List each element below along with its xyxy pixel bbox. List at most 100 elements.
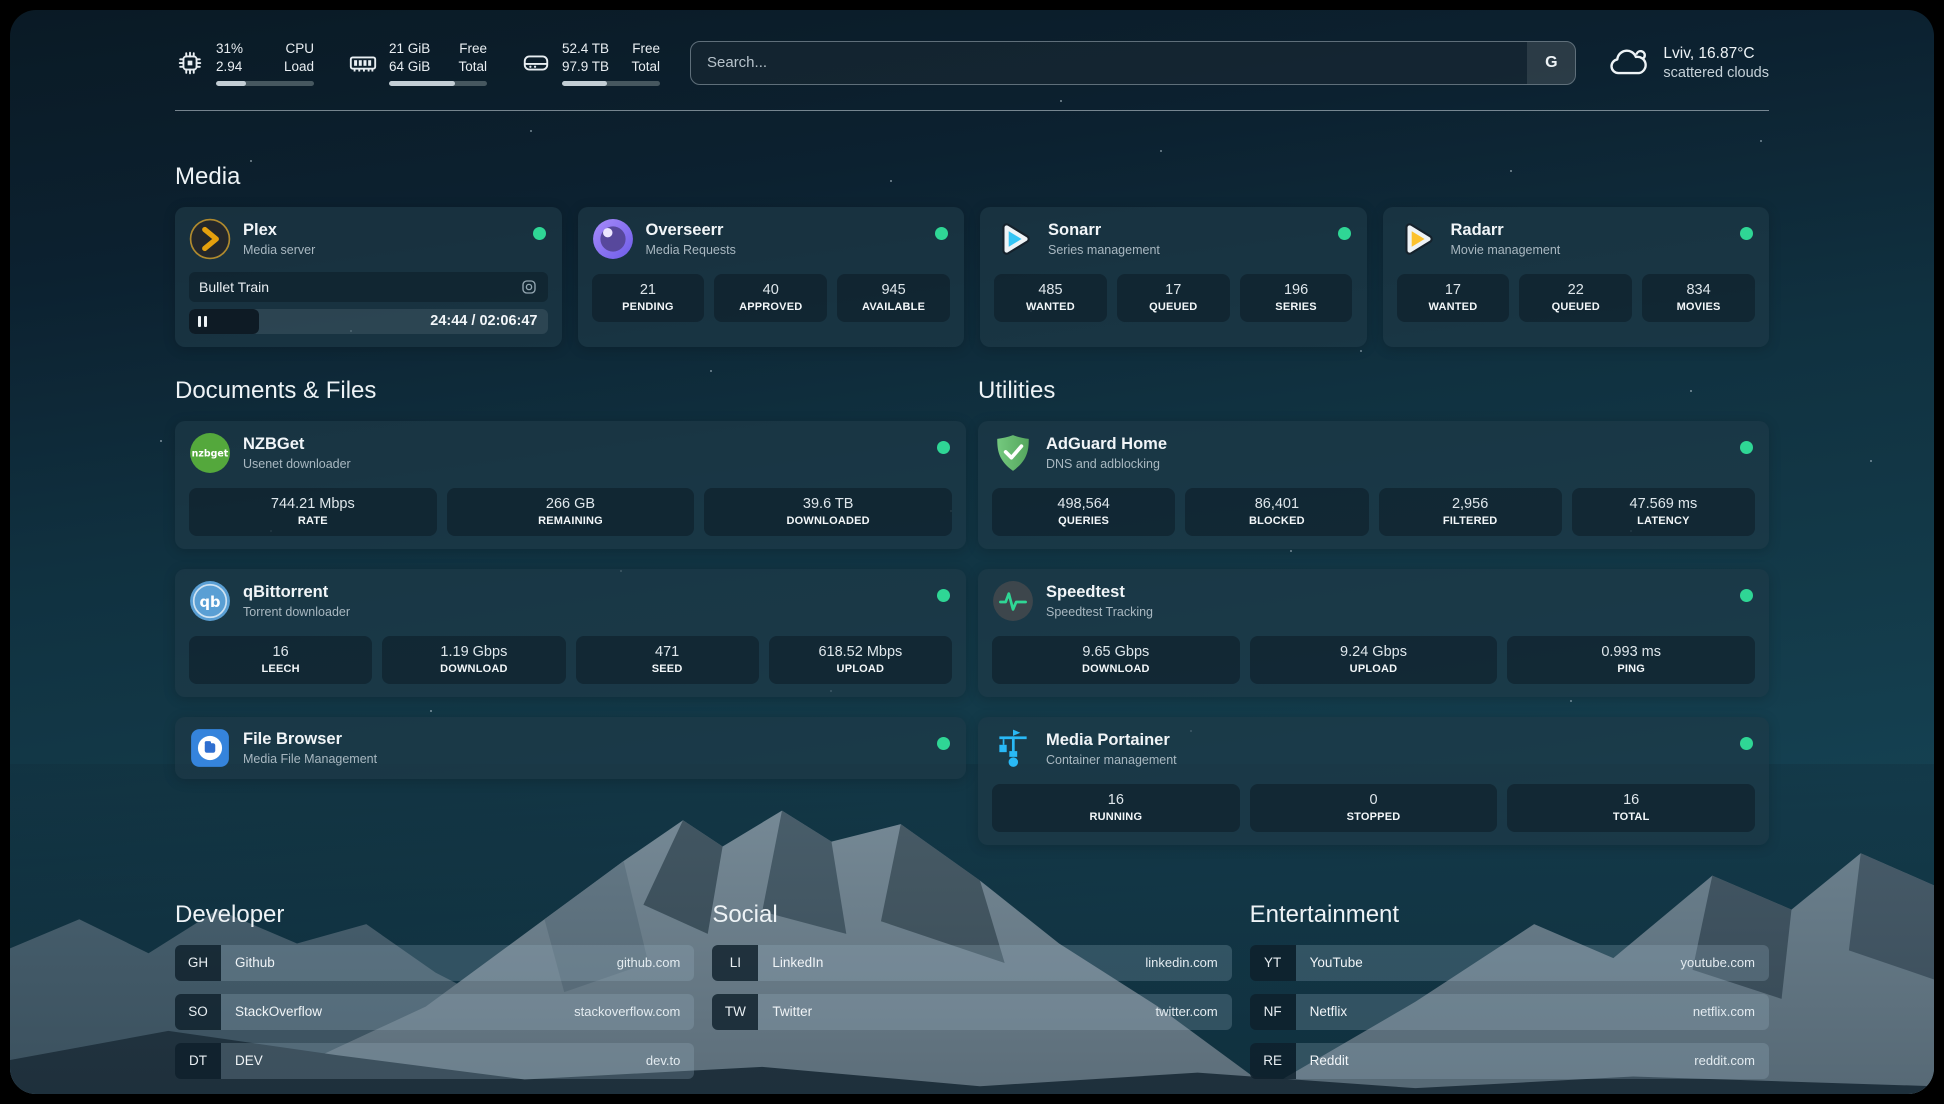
stat-block: 498,564 QUERIES — [992, 487, 1176, 536]
stat-block: 17 WANTED — [1396, 273, 1510, 322]
service-name: Sonarr — [1048, 220, 1102, 239]
bookmark-url: github.com — [616, 955, 681, 971]
service-description: Torrent downloader — [243, 604, 351, 619]
cpu-icon — [178, 51, 202, 75]
bookmark-dev[interactable]: DT DEV dev.to — [175, 1042, 695, 1079]
plex-icon — [189, 218, 231, 260]
service-card-portainer[interactable]: Media Portainer Container management 16 … — [978, 716, 1769, 845]
service-name: Media Portainer — [1046, 730, 1170, 749]
search-input[interactable] — [691, 41, 1528, 84]
bookmark-netflix[interactable]: NF Netflix netflix.com — [1249, 993, 1769, 1030]
cpu-load-label: Load — [283, 59, 314, 75]
bookmark-abbr: RE — [1249, 1042, 1296, 1079]
stat-block: 16 LEECH — [189, 635, 373, 684]
bookmark-reddit[interactable]: RE Reddit reddit.com — [1249, 1042, 1769, 1079]
bookmark-linkedin[interactable]: LI LinkedIn linkedin.com — [712, 944, 1232, 981]
sonarr-icon — [994, 218, 1036, 260]
stat-block: 40 APPROVED — [714, 273, 828, 322]
bookmark-youtube[interactable]: YT YouTube youtube.com — [1249, 944, 1769, 981]
pause-icon[interactable] — [198, 315, 207, 327]
status-dot — [1740, 226, 1753, 240]
stat-block: 21 PENDING — [591, 273, 705, 322]
bookmark-url: twitter.com — [1155, 1004, 1218, 1020]
bookmark-abbr: LI — [712, 944, 759, 981]
cpu-progress-bar — [216, 81, 314, 86]
stat-block: 47.569 ms LATENCY — [1571, 487, 1755, 536]
snow-particles — [10, 10, 12, 12]
cpu-resource-widget: 31% CPU 2.94 Load — [175, 40, 314, 86]
service-card-adguard[interactable]: AdGuard Home DNS and adblocking 498,564 … — [978, 420, 1769, 549]
bookmark-abbr: GH — [175, 944, 221, 981]
bookmark-name: Reddit — [1309, 1053, 1349, 1069]
stat-block: 945 AVAILABLE — [837, 273, 950, 322]
service-name: File Browser — [243, 729, 343, 748]
section-title-media: Media — [175, 162, 241, 190]
bookmark-abbr: YT — [1249, 944, 1296, 981]
bookmark-url: linkedin.com — [1145, 955, 1218, 971]
disk-free-value: 52.4 TB — [562, 41, 610, 56]
stat-block: 16 TOTAL — [1507, 783, 1756, 832]
stat-block: 39.6 TB DOWNLOADED — [704, 487, 953, 536]
memory-progress-bar — [389, 81, 487, 86]
memory-total-value: 64 GiB — [389, 59, 431, 75]
bookmark-github[interactable]: GH Github github.com — [175, 944, 695, 981]
bookmark-name: LinkedIn — [772, 955, 824, 971]
bookmark-name: Netflix — [1309, 1004, 1348, 1020]
memory-free-value: 21 GiB — [389, 41, 431, 56]
bookmark-url: youtube.com — [1680, 955, 1755, 971]
status-dot — [1740, 588, 1753, 602]
memory-icon — [349, 56, 377, 72]
dashboard-content: 31% CPU 2.94 Load — [10, 10, 1934, 1094]
bookmark-name: DEV — [235, 1053, 263, 1069]
bookmark-group-entertainment: Entertainment YT YouTube youtube.com NF … — [1249, 901, 1769, 1092]
playback-progress-bar: 24:44 / 02:06:47 — [189, 308, 548, 334]
service-card-sonarr[interactable]: Sonarr Series management 485 WANTED 17 Q… — [980, 206, 1367, 347]
bookmark-abbr: SO — [175, 993, 221, 1030]
now-playing-row: Bullet Train — [189, 271, 548, 302]
service-card-nzbget[interactable]: nzbget NZBGet Usenet downloader 7 — [175, 420, 966, 549]
documents-utilities-row: Documents & Files nzbget NZBGet — [175, 377, 1769, 845]
now-playing-title: Bullet Train — [199, 278, 270, 295]
service-card-speedtest[interactable]: Speedtest Speedtest Tracking 9.65 Gbps D… — [978, 568, 1769, 697]
weather-widget[interactable]: Lviv, 16.87°C scattered clouds — [1606, 44, 1769, 82]
service-card-radarr[interactable]: Radarr Movie management 17 WANTED 22 QUE… — [1382, 206, 1769, 347]
service-name: AdGuard Home — [1046, 434, 1168, 453]
service-description: Media Requests — [645, 242, 736, 257]
service-name: Radarr — [1450, 220, 1504, 239]
bookmark-stackoverflow[interactable]: SO StackOverflow stackoverflow.com — [175, 993, 695, 1030]
bookmark-abbr: DT — [175, 1042, 221, 1079]
service-name: NZBGet — [243, 434, 305, 453]
search-provider-button[interactable]: G — [1527, 41, 1576, 84]
stat-block: 196 SERIES — [1239, 273, 1353, 322]
service-description: Movie management — [1450, 242, 1561, 257]
service-card-overseerr[interactable]: Overseerr Media Requests 21 PENDING 40 A… — [577, 206, 964, 347]
mountain-background — [10, 764, 1934, 1094]
service-name: qBittorrent — [243, 582, 329, 601]
adguard-icon — [992, 432, 1034, 474]
playback-time: 24:44 / 02:06:47 — [430, 313, 538, 330]
cloud-icon — [1610, 49, 1648, 75]
service-name: Plex — [243, 220, 277, 239]
bookmark-name: YouTube — [1309, 955, 1363, 971]
disk-progress-bar — [562, 81, 660, 86]
bookmark-twitter[interactable]: TW Twitter twitter.com — [712, 993, 1232, 1030]
stat-block: 86,401 BLOCKED — [1185, 487, 1369, 536]
service-description: Media server — [243, 242, 316, 257]
status-dot — [937, 440, 950, 454]
service-description: Usenet downloader — [243, 456, 351, 471]
search-bar: G — [690, 40, 1577, 85]
bookmark-url: stackoverflow.com — [574, 1004, 681, 1020]
utilities-column: Utilities — [978, 377, 1769, 845]
service-card-qbittorrent[interactable]: qb qBittorrent Torrent downloader — [175, 568, 966, 697]
stat-block: 9.65 Gbps DOWNLOAD — [992, 635, 1240, 684]
disk-total-value: 97.9 TB — [562, 59, 610, 75]
service-card-plex[interactable]: Plex Media server Bullet Train 24:44 / 0 — [175, 206, 562, 347]
header-divider — [175, 109, 1769, 111]
bookmark-abbr: NF — [1249, 993, 1296, 1030]
service-card-filebrowser[interactable]: File Browser Media File Management — [175, 716, 966, 779]
bookmark-group-developer: Developer GH Github github.com SO StackO… — [175, 901, 695, 1092]
svg-text:nzbget: nzbget — [192, 449, 229, 460]
status-dot — [1337, 226, 1351, 240]
top-bar: 31% CPU 2.94 Load — [175, 40, 1769, 86]
